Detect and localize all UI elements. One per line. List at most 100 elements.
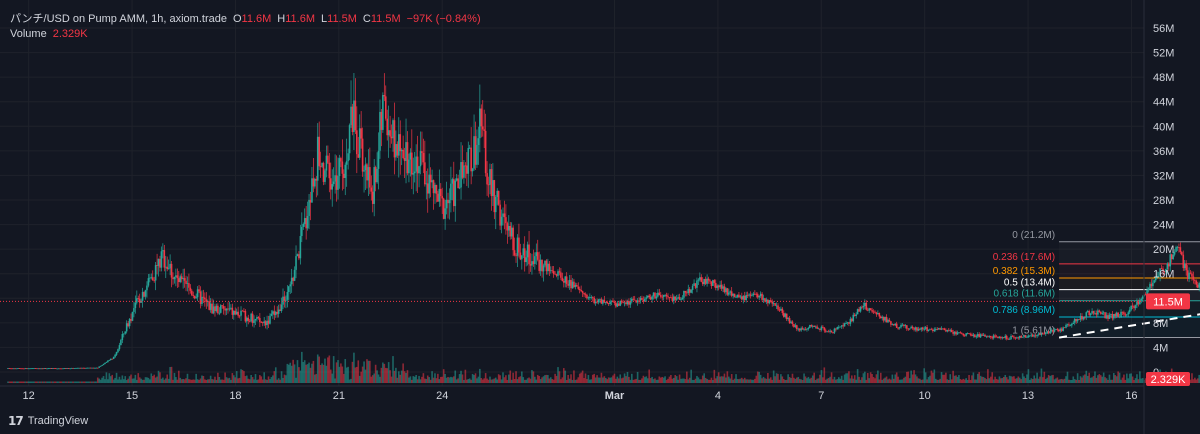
volume-bar <box>1105 378 1108 383</box>
candle-body <box>466 165 468 174</box>
candle-body <box>257 317 260 319</box>
volume-bar <box>75 381 77 383</box>
candle-body <box>988 335 991 337</box>
volume-row: Volume 2.329K <box>10 27 481 42</box>
candle-body <box>499 204 501 226</box>
volume-bar <box>991 372 994 383</box>
volume-bar <box>1124 379 1127 383</box>
volume-bar <box>1039 376 1041 383</box>
price-axis[interactable]: 56M52M48M44M40M36M32M28M24M20M16M12M8M4M… <box>1143 0 1174 434</box>
candle-body <box>41 368 44 370</box>
candle-body <box>14 368 17 370</box>
volume-bar <box>199 378 202 383</box>
candle-body <box>1141 296 1144 299</box>
candle-body <box>956 332 959 335</box>
candle-body <box>81 367 83 369</box>
symbol-title[interactable]: パンチ/USD on Pump AMM, 1h, axiom.trade <box>10 13 227 25</box>
volume-bar <box>525 379 527 383</box>
volume-bar <box>337 360 339 383</box>
volume-bar <box>733 378 736 383</box>
volume-bar <box>924 372 927 383</box>
volume-bar <box>709 379 711 383</box>
volume-bar <box>305 364 307 383</box>
volume-bar <box>758 371 760 383</box>
candle-body <box>971 334 973 336</box>
volume-bar <box>877 370 879 383</box>
volume-bar <box>803 373 805 383</box>
volume-bar <box>761 378 763 383</box>
candle-body <box>468 147 471 149</box>
volume-bar <box>835 379 837 383</box>
volume-bar <box>1029 379 1031 383</box>
volume-bar <box>784 379 787 383</box>
candle-body <box>91 367 93 369</box>
volume-bar <box>921 379 924 383</box>
candle-body <box>726 288 729 295</box>
volume-bar <box>211 379 213 383</box>
candle-body <box>949 329 952 331</box>
volume-bar <box>438 379 441 383</box>
volume-bar <box>946 379 949 383</box>
candle-body <box>7 368 9 369</box>
candle-body <box>836 327 839 330</box>
candle-body <box>565 276 568 284</box>
time-axis[interactable]: 1215182124Mar4710131619222528Ap <box>0 385 1200 402</box>
volume-bar <box>972 372 975 383</box>
candle-body <box>972 334 975 336</box>
volume-bar <box>1130 373 1132 383</box>
volume-bar <box>703 373 705 383</box>
candle-body <box>484 130 487 174</box>
candle-body <box>1144 294 1147 296</box>
candle-body <box>1150 283 1153 287</box>
volume-bar <box>23 381 25 383</box>
candle-body <box>1126 314 1128 316</box>
volume-bar <box>631 373 633 383</box>
volume-bar <box>65 381 67 383</box>
volume-bar <box>526 378 529 383</box>
volume-bar <box>46 381 48 383</box>
candle-body <box>678 297 681 300</box>
volume-bar <box>295 377 297 383</box>
candle-body <box>1107 315 1109 319</box>
volume-bar <box>817 378 820 383</box>
candle-body <box>149 277 151 279</box>
candle-body <box>998 336 1001 339</box>
volume-bar <box>384 367 387 383</box>
volume-bar <box>154 377 157 383</box>
candle-body <box>1168 263 1170 267</box>
tradingview-logo[interactable]: 𝟭𝟳 TradingView <box>8 414 88 428</box>
volume-bar <box>507 374 510 383</box>
volume-bar <box>642 375 645 383</box>
candle-body <box>63 368 66 370</box>
candle-body <box>1000 336 1002 339</box>
candle-body <box>1058 329 1060 332</box>
candle-body <box>562 281 565 283</box>
volume-bar <box>950 379 953 383</box>
candle-body <box>1085 312 1088 318</box>
candle-body <box>1069 325 1072 327</box>
volume-bar <box>1133 379 1135 383</box>
volume-bar <box>1055 378 1057 383</box>
volume-bar <box>548 378 551 383</box>
candle-body <box>1091 311 1093 314</box>
candle-body <box>1020 335 1022 338</box>
candle-body <box>694 283 697 288</box>
volume-bar <box>898 379 901 383</box>
volume-bar <box>1107 379 1109 383</box>
volume-bar <box>865 379 868 383</box>
volume-bar <box>591 374 594 383</box>
candle-body <box>422 153 425 163</box>
volume-bar <box>966 379 969 383</box>
volume-label[interactable]: Volume <box>10 28 47 40</box>
candles <box>7 73 1200 370</box>
volume-bar <box>325 365 328 383</box>
volume-bar <box>400 370 403 383</box>
candle-body <box>1043 333 1046 335</box>
volume-bar <box>519 376 522 383</box>
candle-body <box>522 248 525 256</box>
candle-body <box>185 280 187 284</box>
candle-body <box>105 362 108 363</box>
volume-bar <box>41 381 44 383</box>
volume-bar <box>49 381 51 383</box>
